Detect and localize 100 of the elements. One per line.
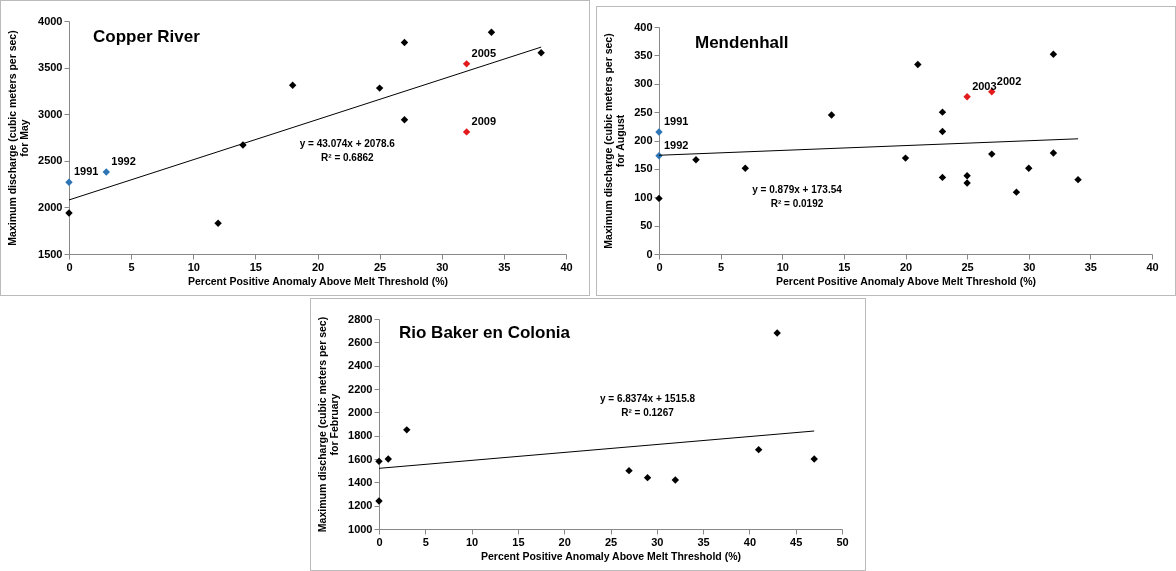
point [1074,175,1082,184]
point [400,38,409,47]
x-tick-label: 30 [436,260,449,273]
x-tick-label: 5 [718,260,725,273]
x-tick-label: 15 [838,260,851,273]
point [375,457,383,466]
y-tick-label: 3000 [38,107,63,120]
x-axis-title: Percent Positive Anomaly Above Melt Threshold (%) [775,274,1037,287]
x-tick-label: 50 [836,535,849,548]
annotation: R² = 0.0192 [770,198,824,210]
y-tick-label: 100 [634,190,653,203]
point [655,194,663,203]
annotation: y = 6.8374x + 1515.8 [599,392,696,404]
x-tick-label: 30 [1023,260,1036,273]
x-tick-label: 5 [128,260,135,273]
y-tick-label: 250 [634,105,653,118]
y-tick-label: 2600 [348,335,373,348]
x-tick-label: 35 [498,260,511,273]
x-tick-label: 30 [651,535,664,548]
y-tick-label: 350 [634,48,653,61]
x-tick-label: 40 [743,535,757,548]
y-tick-label: 1500 [38,247,63,260]
point [214,219,222,227]
x-tick-label: 15 [512,535,525,548]
point [914,60,922,69]
y-tick-label: 1800 [348,429,373,442]
point [754,445,763,454]
y-tick-label: 2200 [348,382,373,395]
x-tick-label: 20 [311,260,325,273]
point [375,84,384,92]
y-tick-label: 3500 [38,61,63,74]
chart-title: Mendenhall [695,33,789,52]
x-axis-title: Percent Positive Anomaly Above Melt Threshold (%) [480,549,742,562]
annotation: R² = 0.1267 [621,406,675,418]
x-tick-label: 10 [776,260,789,273]
point [988,150,996,158]
point [963,93,971,101]
point [625,466,633,475]
y-axis-title: Maximum discharge (cubic meters per sec) for August [601,33,627,249]
point [102,168,110,176]
point [1049,149,1058,157]
x-tick-label: 40 [560,260,573,273]
x-tick-label: 40 [1146,260,1159,273]
x-tick-label: 25 [374,260,387,273]
annotation: R² = 0.6862 [321,152,375,164]
annotation: 1991 [664,114,689,127]
annotation: 1992 [664,138,689,151]
annotation: 1991 [74,165,99,178]
annotation: y = 43.074x + 2078.6 [299,138,396,150]
point [963,171,971,180]
x-tick-label: 35 [697,535,710,548]
point [537,48,545,57]
point [487,28,496,36]
annotation: 1992 [111,154,136,167]
point [901,154,910,162]
point [938,108,947,116]
chart-title: Rio Baker en Colonia [399,323,571,342]
chart-title: Copper River [93,27,201,46]
x-tick-label: 5 [422,535,429,548]
x-tick-label: 25 [961,260,974,273]
y-tick-label: 2000 [348,405,373,418]
annotation: y = 0.879x + 173.54 [752,184,843,196]
x-tick-label: 0 [656,260,663,273]
y-tick-label: 0 [646,247,653,260]
y-tick-label: 1200 [348,499,373,512]
point [400,116,409,124]
x-tick-label: 20 [899,260,913,273]
point [938,127,947,136]
y-tick-label: 1600 [348,452,373,465]
annotation: 2003 [972,79,997,92]
y-tick-label: 1400 [348,475,373,488]
point [462,60,471,68]
y-tick-label: 2500 [38,154,63,167]
point [643,473,652,482]
x-tick-label: 25 [604,535,618,548]
point [938,173,947,182]
y-tick-label: 1000 [348,522,373,535]
y-tick-label: 200 [634,134,653,146]
y-tick-label: 2800 [348,312,373,325]
y-tick-label: 300 [634,77,653,90]
y-tick-label: 50 [640,219,653,232]
annotation: 2009 [471,114,497,127]
y-axis-title: Maximum discharge (cubic meters per sec) for February [315,316,341,533]
point [288,81,297,90]
point [1025,164,1033,173]
y-axis-title: Maximum discharge (cubic meters per sec) for May [5,30,31,246]
x-tick-label: 20 [558,535,571,548]
point [1049,50,1058,58]
x-axis-title: Percent Positive Anomaly Above Melt Threshold (%) [187,274,449,287]
x-tick-label: 0 [376,535,383,548]
y-tick-label: 2400 [348,359,373,372]
x-tick-label: 45 [790,535,803,548]
point [403,426,411,434]
x-tick-label: 15 [249,260,262,273]
y-tick-label: 2000 [38,200,63,213]
point [462,128,471,136]
x-tick-label: 10 [465,535,479,548]
point [741,164,749,173]
point [1012,188,1021,196]
annotation: 2005 [471,46,497,59]
